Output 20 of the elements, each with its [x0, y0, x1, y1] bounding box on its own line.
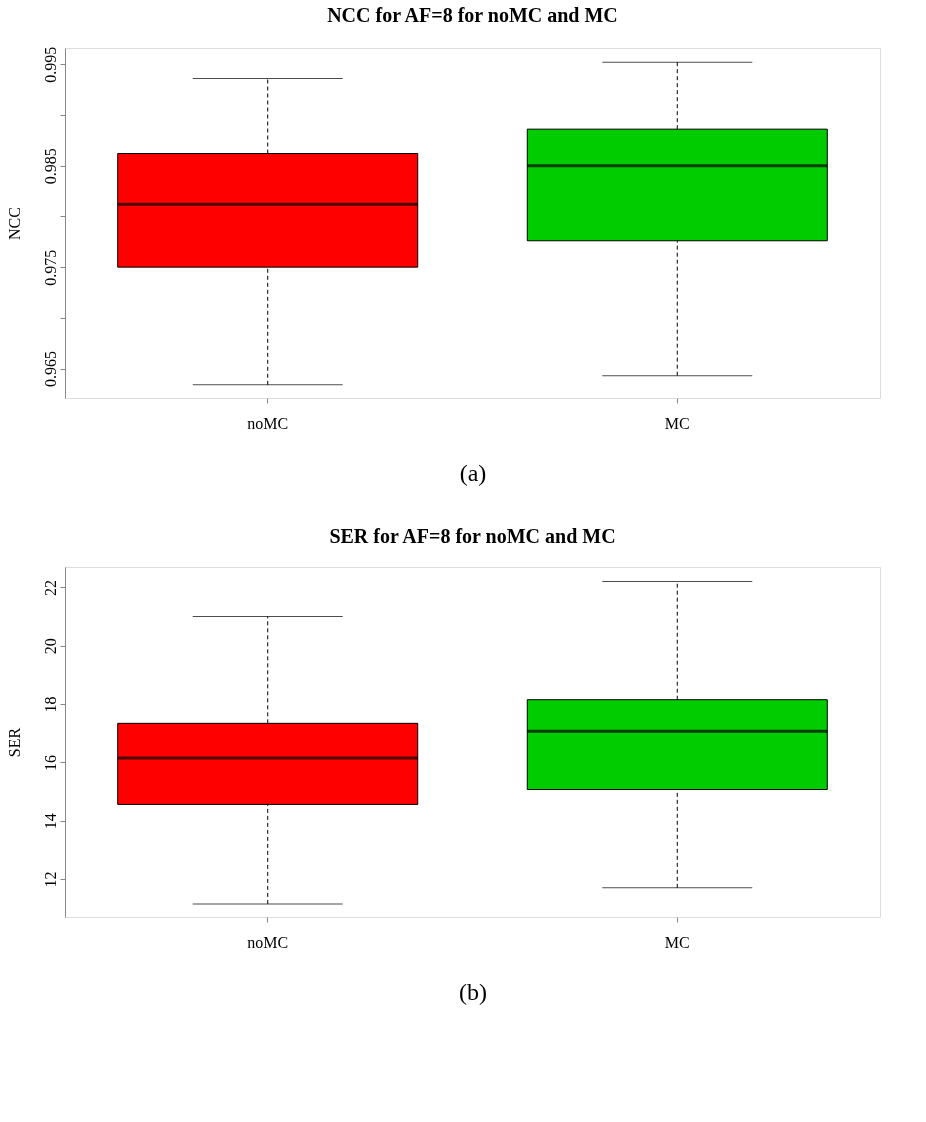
- x-tick-label: MC: [664, 414, 690, 432]
- y-tick-label: 0.965: [41, 351, 59, 388]
- y-tick-label: 22: [41, 579, 59, 596]
- x-tick-label: MC: [664, 933, 690, 951]
- text: (b): [459, 978, 487, 1005]
- y-tick-label: 16: [41, 754, 59, 771]
- chart-title: NCC for AF=8 for noMC and MC: [327, 4, 618, 27]
- y-tick-label: 14: [41, 813, 59, 830]
- x-tick-label: noMC: [247, 933, 289, 951]
- y-tick-label: 12: [41, 871, 59, 888]
- y-tick-label: 0.995: [41, 46, 59, 83]
- y-tick-label: 20: [41, 638, 59, 655]
- y-axis-title: NCC: [5, 207, 23, 240]
- y-tick-label: 18: [41, 696, 59, 713]
- x-tick-label: noMC: [247, 414, 289, 432]
- chart-title: SER for AF=8 for noMC and MC: [329, 525, 616, 547]
- y-tick-label: 0.975: [41, 249, 59, 286]
- y-tick-label: 0.985: [41, 148, 59, 185]
- text: (a): [459, 459, 487, 486]
- y-axis-title: SER: [5, 727, 23, 758]
